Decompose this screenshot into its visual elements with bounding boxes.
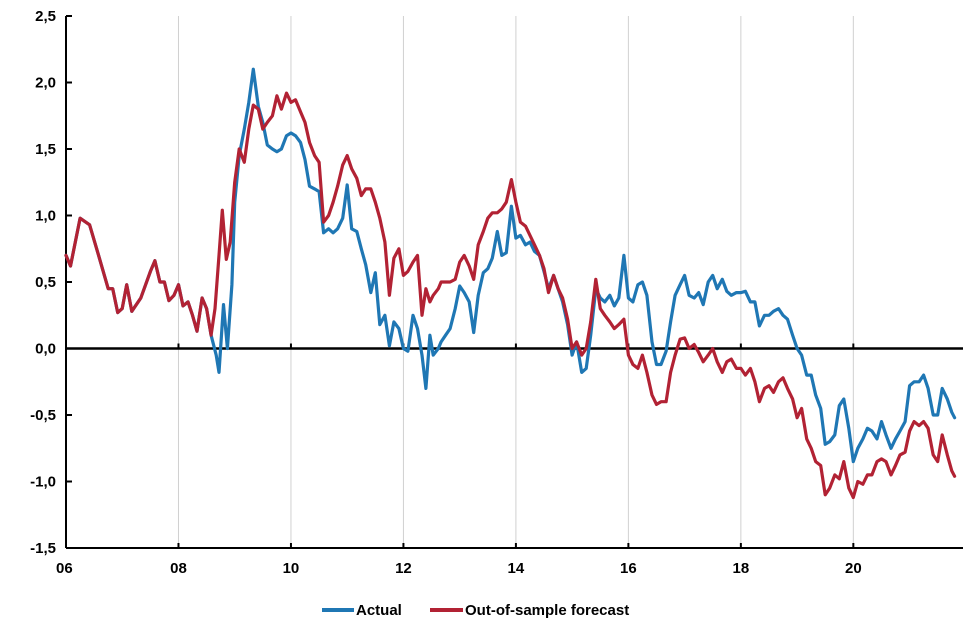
grid-layer [177,16,854,548]
y-tick-label: -1,0 [30,474,56,491]
x-tick-label: 08 [170,560,187,577]
x-tick-label: 16 [620,560,637,577]
legend-label-actual: Actual [356,602,402,619]
x-tick-label: 10 [283,560,300,577]
y-tick-label: 2,5 [35,8,56,25]
series-layer [64,67,957,500]
y-tick-label: 0,0 [35,341,56,358]
y-tick-label: -1,5 [30,540,56,557]
y-tick-label: 2,0 [35,75,56,92]
legend-label-forecast: Out-of-sample forecast [465,602,629,619]
axis-layer: -1,5 -1,0 -0,5 0,0 0,5 1,0 1,5 2,0 2,5 06 08 10 12 14… [30,8,963,577]
x-tick-label: 12 [395,560,412,577]
x-tick-label: 06 [56,560,73,577]
series-line-forecast [64,91,957,500]
y-tick-label: 0,5 [35,274,56,291]
series-line-actual [64,67,957,464]
x-tick-label: 18 [733,560,750,577]
y-tick-label: -0,5 [30,407,56,424]
x-tick-label: 14 [508,560,525,577]
y-tick-label: 1,0 [35,208,56,225]
y-tick-label: 1,5 [35,141,56,158]
legend: Actual Out-of-sample forecast [322,602,629,619]
x-tick-label: 20 [845,560,862,577]
